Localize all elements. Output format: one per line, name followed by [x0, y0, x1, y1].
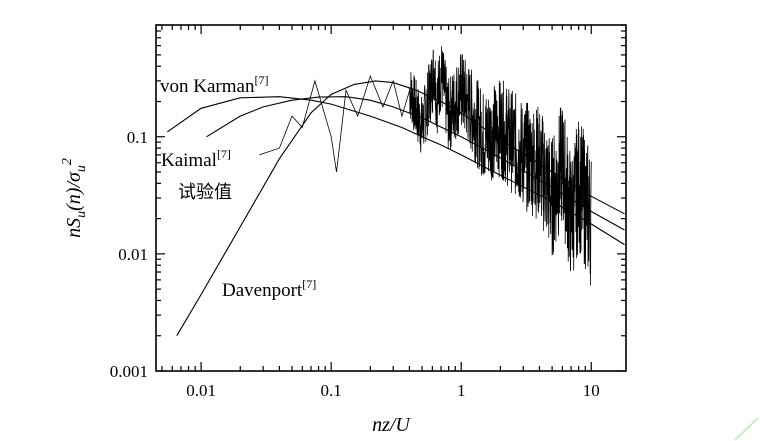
series-davenport — [176, 80, 625, 336]
y-axis-title: nSu(n)/σu2 — [60, 158, 89, 238]
y-tick-label: 0.1 — [127, 128, 148, 147]
label-von-karman: von Karman[7] — [160, 73, 268, 97]
x-tick-label: 0.1 — [321, 381, 342, 400]
axis-ticks — [156, 24, 626, 372]
axis-tick-labels: 0.01 0.1 1 10 0.001 0.01 0.1 — [110, 128, 600, 400]
series-experimental — [259, 46, 592, 286]
x-tick-label: 0.01 — [186, 381, 216, 400]
label-kaimal: Kaimal[7] — [161, 147, 231, 171]
y-tick-label: 0.01 — [118, 245, 148, 264]
label-experimental: 试验值 — [178, 182, 232, 203]
x-tick-label: 1 — [457, 381, 466, 400]
plot-area: 0.01 0.1 1 10 0.001 0.01 0.1 — [110, 24, 627, 400]
series-group — [166, 46, 625, 336]
x-axis-title: nz/U — [372, 414, 411, 436]
label-davenport: Davenport[7] — [222, 277, 316, 301]
x-tick-label: 10 — [583, 381, 600, 400]
y-tick-label: 0.001 — [110, 362, 148, 381]
watermark-stroke — [734, 417, 759, 441]
curve-annotations: von Karman[7] Kaimal[7] 试验值 Davenport[7] — [160, 73, 316, 301]
